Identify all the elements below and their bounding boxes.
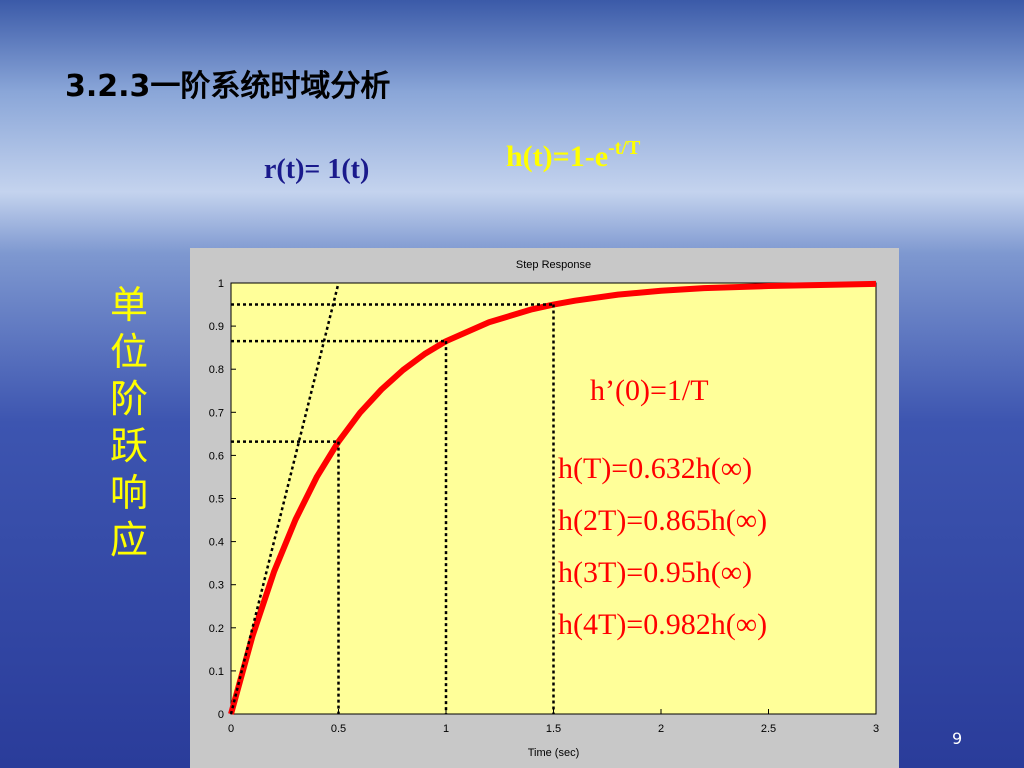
x-tick-label: 1.5 — [546, 723, 561, 735]
y-tick-label: 0.6 — [209, 450, 224, 462]
x-tick-label: 3 — [873, 723, 879, 735]
y-tick-label: 0.9 — [209, 321, 224, 333]
x-tick-label: 0 — [228, 723, 234, 735]
y-tick-label: 0 — [218, 709, 224, 721]
page-number: 9 — [952, 729, 962, 748]
tangent-line — [229, 282, 340, 715]
point-note: h(3T)=0.95h(∞) — [558, 556, 752, 589]
x-tick-label: 1 — [443, 723, 449, 735]
point-note: h(T)=0.632h(∞) — [558, 452, 752, 485]
y-tick-label: 0.3 — [209, 580, 224, 592]
point-notes: h(T)=0.632h(∞) h(2T)=0.865h(∞) h(3T)=0.95h… — [558, 452, 767, 641]
y-tick-label: 1 — [218, 278, 224, 290]
y-tick-label: 0.4 — [209, 537, 224, 549]
response-exponent: -t/T — [608, 137, 641, 159]
input-formula: r(t)= 1(t) — [264, 154, 369, 185]
x-tick-label: 0.5 — [331, 723, 346, 735]
side-char: 单 — [110, 283, 148, 327]
side-char: 响 — [110, 471, 148, 515]
x-tick-label: 2.5 — [761, 723, 776, 735]
plot: Step Response Time (sec) 0 0.5 1 1.5 2 2.5 3 0 0.1… — [209, 259, 879, 759]
slide-title: 3.2.3一阶系统时域分析 — [65, 69, 390, 104]
side-char: 应 — [110, 518, 148, 562]
y-tick-label: 0.1 — [209, 666, 224, 678]
x-tick-label: 2 — [658, 723, 664, 735]
response-base: h(t)=1-e — [506, 140, 608, 173]
y-tick-label: 0.2 — [209, 623, 224, 635]
side-char: 跃 — [110, 424, 148, 468]
side-char: 位 — [110, 330, 148, 374]
y-tick-label: 0.7 — [209, 407, 224, 419]
y-tick-label: 0.5 — [209, 494, 224, 506]
response-formula: h(t)=1-e-t/T — [506, 137, 641, 173]
derivative-note: h’(0)=1/T — [590, 374, 709, 407]
point-note: h(4T)=0.982h(∞) — [558, 608, 767, 641]
chart-title: Step Response — [516, 259, 591, 271]
y-tick-label: 0.8 — [209, 364, 224, 376]
side-char: 阶 — [110, 377, 148, 421]
point-note: h(2T)=0.865h(∞) — [558, 504, 767, 537]
x-axis-label: Time (sec) — [528, 747, 580, 759]
